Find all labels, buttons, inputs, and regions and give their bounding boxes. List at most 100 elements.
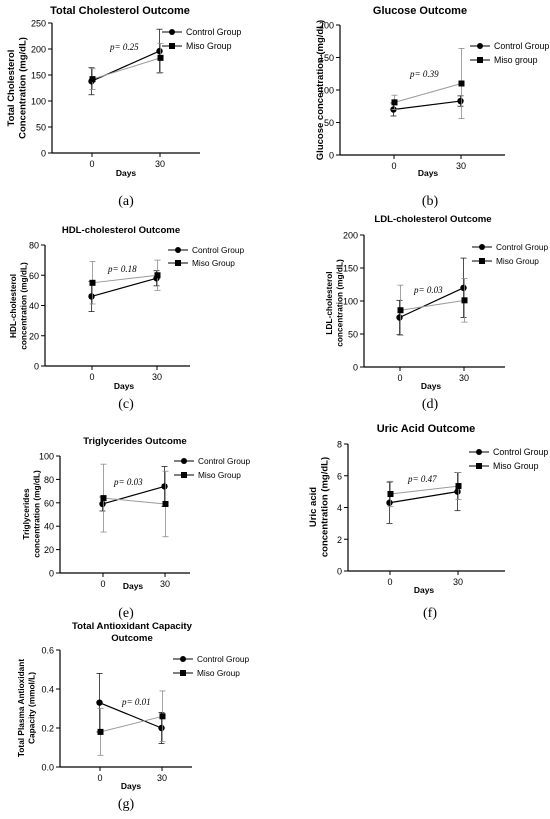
data-point-circle <box>88 293 95 300</box>
y-tick-label: 50 <box>348 330 358 340</box>
data-point-circle <box>156 47 163 55</box>
legend-marker-circle <box>180 656 186 662</box>
legend-marker-square <box>181 472 187 478</box>
legend-label: Miso Group <box>197 668 240 678</box>
data-point-square <box>97 728 104 735</box>
y-tick-label: 60 <box>29 271 39 281</box>
y-tick-label: 6 <box>337 471 342 481</box>
y-axis-label-line: Concentration (mg/dL) <box>18 37 29 139</box>
legend-label: Miso Group <box>186 41 232 51</box>
legend-marker-square <box>479 258 485 264</box>
y-axis-label: Total CholesterolConcentration (mg/dL) <box>6 37 29 139</box>
y-tick-label: 100 <box>39 452 54 462</box>
x-tick-label: 30 <box>453 577 463 587</box>
chart-title: Uric Acid Outcome <box>377 423 476 435</box>
legend-label: Miso Group <box>192 258 235 268</box>
y-tick-label: 0 <box>41 149 46 159</box>
y-tick-label: 0 <box>329 151 334 161</box>
y-axis-label-line: Total Plasma Antioxidant <box>16 659 26 757</box>
y-tick-label: 150 <box>31 71 46 81</box>
data-point-square <box>159 713 166 720</box>
data-point-square <box>162 500 169 507</box>
y-tick-label: 150 <box>343 264 358 274</box>
data-point-square <box>391 99 398 106</box>
legend-marker-circle <box>479 244 485 250</box>
p-value-label: p= 0.01 <box>121 697 151 707</box>
x-tick-label: 30 <box>160 579 170 589</box>
legend-label: Miso Group <box>496 256 539 266</box>
y-tick-label: 100 <box>343 297 358 307</box>
chart-title: HDL-cholesterol Outcome <box>62 225 180 236</box>
y-tick-label: 50 <box>36 123 46 133</box>
series-line-2 <box>92 274 158 284</box>
p-value-label: p= 0.03 <box>413 285 443 295</box>
data-point-circle <box>99 500 106 508</box>
y-tick-label: 150 <box>319 53 334 63</box>
y-tick-label: 0.6 <box>41 646 54 656</box>
x-axis-label: Days <box>414 585 435 595</box>
x-tick-label: 0 <box>89 372 94 382</box>
y-tick-label: 80 <box>44 475 54 485</box>
p-value-label: p= 0.18 <box>107 264 137 274</box>
y-axis-label: Total Plasma AntioxidantCapacity (mmol/L… <box>16 659 36 757</box>
data-point-circle <box>396 314 403 321</box>
x-tick-label: 30 <box>157 773 167 783</box>
panel-label: (b) <box>422 194 439 209</box>
data-point-circle <box>460 284 467 291</box>
y-axis-label-line: Uric acid <box>308 487 319 527</box>
y-tick-label: 0 <box>353 363 358 373</box>
y-tick-label: 250 <box>31 19 46 29</box>
chart-title: Total Antioxidant Capacity <box>72 621 193 632</box>
x-tick-label: 30 <box>456 161 466 171</box>
y-tick-label: 40 <box>29 301 39 311</box>
chart-title: Total Cholesterol Outcome <box>50 5 190 17</box>
y-tick-label: 0 <box>337 567 342 577</box>
series-line-2 <box>390 485 459 495</box>
chart-title: LDL-cholesterol Outcome <box>374 214 491 225</box>
legend-marker-circle <box>169 29 175 35</box>
y-axis-label-line: LDL-cholesterol <box>324 271 334 334</box>
y-axis-label-line: Total Cholesterol <box>6 50 17 127</box>
series-line-1 <box>102 485 165 505</box>
legend-marker-circle <box>476 449 482 455</box>
series-line-2 <box>92 57 161 80</box>
x-tick-label: 30 <box>459 373 469 383</box>
y-tick-label: 40 <box>44 522 54 532</box>
y-axis-label: Glucose concentration (mg/dL) <box>315 20 326 160</box>
panel-label: (a) <box>118 194 134 209</box>
y-tick-label: 80 <box>29 241 39 251</box>
legend-label: Control Group <box>494 41 549 51</box>
x-axis-label: Days <box>421 381 442 391</box>
chart-title: Triglycerides Outcome <box>83 436 186 447</box>
chart-panel-d: LDL-cholesterol Outcome 0 50 100 150 200 0 30 LD… <box>324 214 548 412</box>
data-point-square <box>154 272 161 279</box>
p-value-label: p= 0.39 <box>409 69 439 79</box>
x-tick-label: 0 <box>391 161 396 171</box>
panel-label: (e) <box>118 606 134 621</box>
data-point-circle <box>386 499 393 506</box>
chart-panel-b: Glucose Outcome 0 50 100 150 200 0 30 Glucose co… <box>315 5 549 209</box>
series-line-1 <box>389 491 458 504</box>
y-axis-label-line: concentration (mg/dL) <box>31 470 41 558</box>
y-tick-label: 0.0 <box>41 763 54 773</box>
legend-marker-square <box>180 670 186 676</box>
y-tick-label: 50 <box>324 118 334 128</box>
data-point-circle <box>158 724 165 732</box>
series-line-1 <box>99 702 162 729</box>
series-line-2 <box>394 83 462 103</box>
series-line-2 <box>103 497 166 505</box>
data-point-square <box>397 307 404 314</box>
legend-label: Control Group <box>198 456 250 466</box>
y-axis-label: LDL-cholesterolconcentration (mg/dL) <box>324 259 344 347</box>
series-line-2 <box>100 715 163 733</box>
p-value-label: p= 0.47 <box>407 474 437 484</box>
y-axis-label-line: Capacity (mmol/L) <box>26 672 36 744</box>
data-point-square <box>89 279 96 286</box>
x-tick-label: 0 <box>397 373 402 383</box>
x-tick-label: 0 <box>387 577 392 587</box>
legend-label: Miso Group <box>198 470 241 480</box>
y-tick-label: 0.2 <box>41 724 54 734</box>
panel-label: (c) <box>118 397 134 412</box>
legend-label: Miso Group <box>493 461 539 471</box>
y-tick-label: 20 <box>44 545 54 555</box>
